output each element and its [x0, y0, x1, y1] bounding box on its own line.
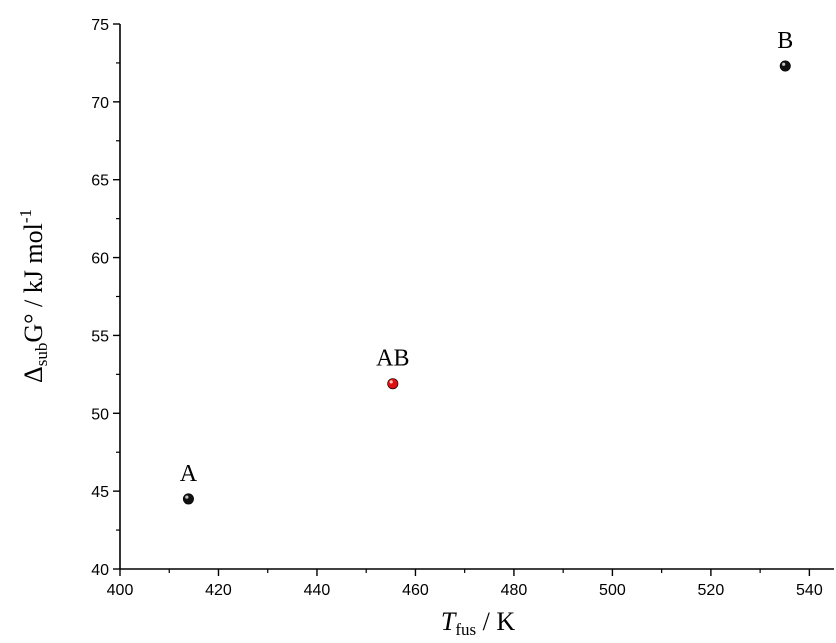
data-point-ab	[387, 378, 399, 390]
y-axis-title: ΔsubG° / kJ mol-1	[16, 209, 51, 383]
y-tick-label: 75	[91, 17, 109, 34]
x-tick-label: 400	[107, 582, 134, 599]
x-axis-subscript: fus	[455, 620, 476, 639]
y-tick-label: 65	[91, 173, 109, 190]
x-tick-label: 440	[304, 582, 331, 599]
x-tick-label: 500	[599, 582, 626, 599]
data-point-highlight	[782, 62, 786, 66]
y-tick-label: 45	[91, 484, 109, 501]
ticks	[113, 23, 811, 576]
data-point-highlight	[389, 380, 393, 384]
y-axis-subscript: sub	[32, 343, 51, 367]
y-tick-label: 40	[91, 562, 109, 579]
y-tick-label: 50	[91, 406, 109, 423]
x-tick-label: 540	[796, 582, 823, 599]
x-tick-label: 480	[501, 582, 528, 599]
y-axis-superscript: -1	[16, 209, 35, 223]
axes	[119, 24, 834, 570]
data-point-highlight	[185, 495, 189, 499]
x-axis-symbol: T	[441, 607, 457, 636]
point-labels: A AB B	[180, 28, 793, 487]
x-tick-label: 520	[698, 582, 725, 599]
x-tick-label: 460	[402, 582, 429, 599]
point-label-ab: AB	[376, 346, 409, 372]
x-tick-label: 420	[205, 582, 232, 599]
point-label-b: B	[777, 28, 793, 54]
x-axis-unit: / K	[476, 607, 515, 636]
y-axis-prefix: Δ	[19, 366, 48, 383]
y-axis-main: G° / kJ mol	[19, 223, 48, 342]
point-label-a: A	[180, 461, 198, 487]
y-tick-label: 70	[91, 95, 109, 112]
y-tick-label: 60	[91, 251, 109, 268]
data-point-b	[779, 60, 791, 72]
data-point-a	[182, 493, 194, 505]
tick-labels: 400 420 440 460 480 500 520 540 40 45 50 55 60 65 70 75	[91, 17, 823, 599]
y-tick-label: 55	[91, 328, 109, 345]
x-axis-title: Tfus / K	[441, 607, 515, 639]
data-points	[182, 60, 791, 505]
